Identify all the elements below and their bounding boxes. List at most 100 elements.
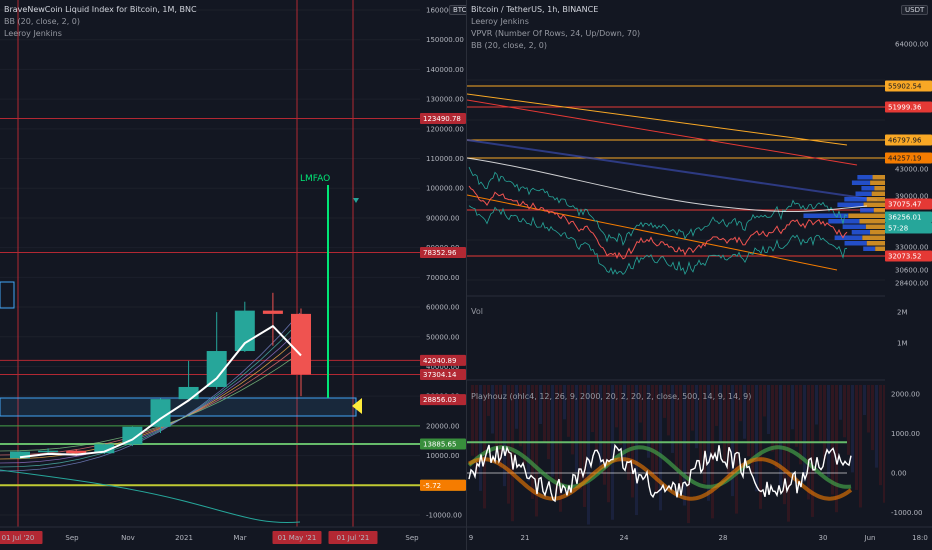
vpvr-bar <box>863 202 885 207</box>
y-tick-label: -10000.00 <box>426 512 462 520</box>
oscillator-bg-bar <box>667 385 670 436</box>
right-chart-pane[interactable]: 64000.00 43000.00 39000.00 33000.00 30600.00… <box>467 0 932 550</box>
oscillator-bg-bar <box>843 385 846 438</box>
oscillator-bg-bar <box>823 385 826 460</box>
left-symbol-title[interactable]: BraveNewCoin Liquid Index for Bitcoin, 1… <box>4 5 197 14</box>
candle-body <box>262 310 283 314</box>
oscillator-bg-bar <box>839 385 842 420</box>
right-price-chart[interactable]: 64000.00 43000.00 39000.00 33000.00 30600.00… <box>467 0 932 550</box>
vpvr-bar <box>842 224 866 229</box>
oscillator-bg-bar <box>607 385 610 503</box>
oscillator-bg-bar <box>471 385 474 456</box>
price-tag <box>885 80 932 92</box>
moving-average-line <box>467 157 868 213</box>
oscillator-bg-bar <box>647 385 650 458</box>
oscillator-bg-bar <box>583 385 586 507</box>
price-tag-label: 32073.52 <box>888 253 921 261</box>
y-tick-label: 160000.00 <box>426 7 464 15</box>
volume-tick-label: 1M <box>897 340 908 348</box>
oscillator-bg-bar <box>867 385 870 433</box>
bollinger-lower-band <box>468 205 848 276</box>
oscillator-bg-bar <box>787 385 790 522</box>
oscillator-bg-bar <box>555 385 558 495</box>
candle-body <box>150 399 171 427</box>
vpvr-bar <box>803 213 849 218</box>
oscillator-bg-bar <box>719 385 722 444</box>
volume-legend: Vol <box>471 306 483 318</box>
price-tag-label: 46797.96 <box>888 137 922 145</box>
y-tick-label: 140000.00 <box>426 66 464 74</box>
price-tag <box>885 198 932 210</box>
vpvr-bar <box>866 241 885 246</box>
oscillator-bg-bar <box>523 385 526 464</box>
right-currency-badge[interactable]: USDT <box>901 5 929 15</box>
left-bb-indicator[interactable]: BB (20, close, 2, 0) <box>4 17 80 26</box>
x-tick-label: 9 <box>469 534 473 542</box>
oscillator-tick-label: 2000.00 <box>891 391 920 399</box>
y-tick-label: 60000.00 <box>426 304 459 312</box>
bollinger-lower-band <box>0 469 301 523</box>
oscillator-bg-bar <box>559 385 562 512</box>
oscillator-bg-bar <box>835 385 838 513</box>
vpvr-bar <box>828 219 860 224</box>
oscillator-bg-bar <box>651 385 654 476</box>
oscillator-bg-bar <box>695 385 698 449</box>
x-tick-label: 2021 <box>175 534 193 542</box>
oscillator-bg-bar <box>487 385 490 416</box>
candle-body <box>66 450 87 454</box>
left-author-indicator[interactable]: Leeroy Jenkins <box>4 29 62 38</box>
volume-tick-label: 2M <box>897 309 908 317</box>
x-tick-label: Sep <box>405 534 419 542</box>
left-price-chart[interactable]: LMFAO 160000.00 150000.00 140000.00 130000.0… <box>0 0 466 550</box>
right-symbol-title[interactable]: Bitcoin / TetherUS, 1h, BINANCE <box>471 5 599 14</box>
x-tick-label: Nov <box>121 534 135 542</box>
oscillator-bg-bar <box>727 385 730 479</box>
price-tag <box>420 479 466 491</box>
oscillator-bg-bar <box>723 385 726 461</box>
trend-line <box>467 99 858 166</box>
oscillator-bg-bar <box>795 385 798 447</box>
oscillator-bg-bar <box>711 385 714 519</box>
price-tag <box>420 112 466 124</box>
vpvr-bar <box>851 230 871 235</box>
pane-divider[interactable] <box>466 0 467 550</box>
oscillator-bg-bar <box>827 385 830 478</box>
candle-body <box>38 450 59 453</box>
right-bb-indicator[interactable]: BB (20, close, 2, 0) <box>471 41 547 50</box>
candle-body <box>206 351 227 387</box>
vpvr-bar <box>857 175 873 180</box>
oscillator-bg-bar <box>643 385 646 441</box>
left-currency-badge[interactable]: BTC <box>449 5 466 15</box>
price-tag <box>885 152 932 164</box>
oscillator-bg-bar <box>799 385 802 465</box>
vpvr-bar <box>851 180 871 185</box>
oscillator-bg-bar <box>883 385 886 503</box>
oscillator-bg-bar <box>871 385 874 451</box>
right-vpvr-indicator[interactable]: VPVR (Number Of Rows, 24, Up/Down, 70) <box>471 29 641 38</box>
x-tick-label: 01 Jul '21 <box>337 534 370 542</box>
oscillator-bg-bar <box>683 385 686 506</box>
oscillator-bg-bar <box>543 385 546 442</box>
vpvr-bar <box>872 175 885 180</box>
oscillator-bg-bar <box>831 385 834 495</box>
vpvr-bar <box>844 197 867 202</box>
trend-line <box>467 139 878 201</box>
candle-body <box>234 310 255 352</box>
price-tag-label: 44257.19 <box>888 155 921 163</box>
oscillator-bg-bar <box>771 385 774 452</box>
oscillator-bg-bar <box>535 385 538 517</box>
oscillator-bg-bar <box>599 385 602 468</box>
price-tag <box>420 247 466 259</box>
y-tick-label: 28400.00 <box>895 280 928 288</box>
annotation-label: LMFAO <box>300 174 330 184</box>
oscillator-bg-bar <box>803 385 806 482</box>
left-chart-pane[interactable]: LMFAO 160000.00 150000.00 140000.00 130000.0… <box>0 0 466 550</box>
right-author-indicator[interactable]: Leeroy Jenkins <box>471 17 529 26</box>
price-tag-label: 51999.36 <box>888 104 922 112</box>
vpvr-bar <box>861 186 875 191</box>
oscillator-bg-bar <box>811 385 814 517</box>
y-tick-label: 130000.00 <box>426 96 464 104</box>
y-tick-label: 70000.00 <box>426 274 459 282</box>
oscillator-label[interactable]: Playhouz (ohlc4, 12, 26, 9, 2000, 20, 2,… <box>471 392 752 401</box>
volume-label[interactable]: Vol <box>471 307 483 316</box>
